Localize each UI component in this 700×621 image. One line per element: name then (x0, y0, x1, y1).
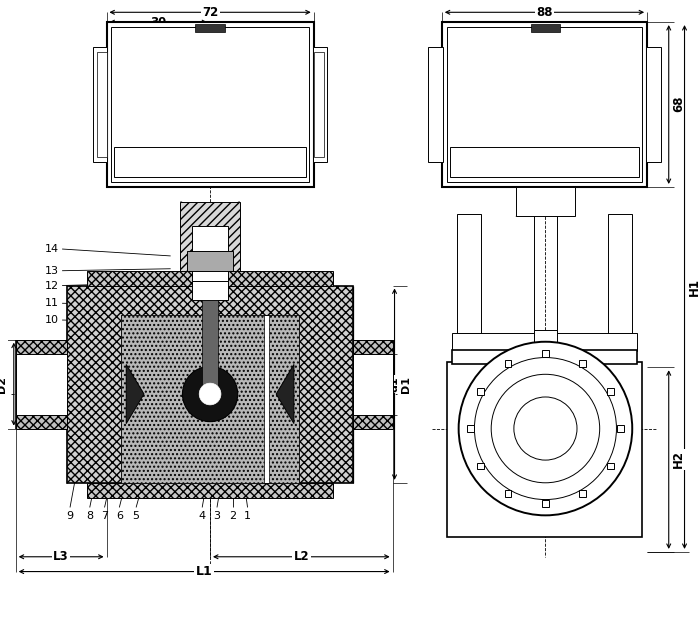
Text: 9: 9 (66, 512, 74, 522)
Bar (580, 490, 587, 497)
Bar (447, 363, 642, 537)
Bar (467, 425, 474, 432)
Bar (607, 388, 614, 394)
Text: d1: d1 (389, 376, 400, 392)
Bar (16, 353, 67, 415)
Circle shape (199, 383, 221, 405)
Circle shape (491, 374, 600, 483)
Bar (313, 47, 328, 162)
Bar (67, 286, 353, 483)
Bar (505, 360, 512, 367)
Text: 12: 12 (45, 281, 60, 291)
Bar (428, 47, 443, 162)
Bar (87, 271, 333, 286)
Text: H2: H2 (672, 450, 685, 468)
Bar (92, 47, 108, 162)
Bar (542, 500, 549, 507)
Bar (452, 333, 637, 351)
Text: 5: 5 (132, 512, 139, 522)
Bar (477, 463, 484, 469)
Bar (617, 425, 624, 432)
Bar (270, 315, 299, 483)
Circle shape (475, 358, 617, 499)
Bar (97, 52, 106, 157)
Bar (531, 24, 560, 32)
Bar (608, 214, 632, 333)
Text: 1: 1 (244, 512, 251, 522)
Text: 13: 13 (46, 266, 60, 276)
Bar (442, 22, 647, 187)
Text: L3: L3 (53, 550, 69, 563)
Bar (580, 360, 587, 367)
Text: 14: 14 (45, 244, 60, 254)
Text: 68: 68 (672, 96, 685, 112)
Bar (646, 47, 661, 162)
Bar (607, 463, 614, 469)
Text: 88: 88 (536, 6, 553, 19)
Bar (505, 490, 512, 497)
Text: 8: 8 (86, 512, 93, 522)
Polygon shape (126, 365, 144, 424)
Bar (533, 330, 557, 365)
Text: L1: L1 (196, 565, 213, 578)
Bar (195, 24, 225, 32)
Text: 2: 2 (229, 512, 237, 522)
Circle shape (458, 342, 632, 515)
Bar (314, 52, 323, 157)
Bar (447, 27, 642, 182)
Text: D2: D2 (0, 376, 7, 392)
Bar (450, 147, 639, 177)
Text: D1: D1 (401, 376, 412, 392)
Bar (456, 214, 482, 333)
Bar (202, 301, 218, 394)
Bar (87, 483, 333, 497)
Bar (452, 350, 637, 365)
Bar (188, 251, 233, 271)
Bar (477, 388, 484, 394)
Bar (106, 22, 314, 187)
Text: 10: 10 (46, 315, 60, 325)
Circle shape (183, 366, 238, 422)
Bar (542, 350, 549, 357)
Bar (121, 315, 265, 483)
Bar (193, 281, 228, 301)
Text: 72: 72 (202, 6, 218, 19)
Bar (353, 340, 393, 428)
Text: 11: 11 (46, 298, 60, 308)
Text: 4: 4 (199, 512, 206, 522)
Text: 6: 6 (116, 512, 122, 522)
Bar (516, 187, 575, 217)
Bar (111, 27, 309, 182)
Text: 3: 3 (214, 512, 220, 522)
Bar (193, 226, 228, 281)
Circle shape (514, 397, 577, 460)
Polygon shape (276, 365, 294, 424)
Text: 7: 7 (101, 512, 108, 522)
Bar (353, 353, 393, 415)
Bar (181, 202, 239, 281)
Bar (121, 315, 299, 483)
Text: L2: L2 (293, 550, 309, 563)
Text: H1: H1 (688, 278, 700, 296)
Bar (114, 147, 306, 177)
Bar (16, 340, 67, 428)
Text: 30: 30 (150, 16, 167, 29)
